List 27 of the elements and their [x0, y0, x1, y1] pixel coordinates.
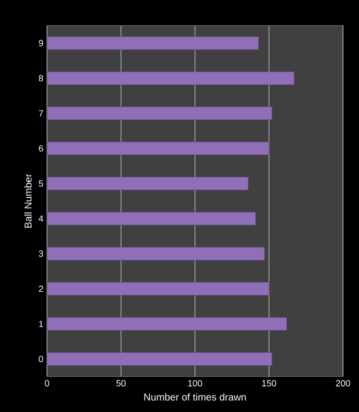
y-axis-title: Ball Number — [24, 174, 32, 228]
bar — [47, 142, 270, 156]
bar — [47, 282, 270, 296]
bar — [47, 317, 287, 331]
y-tick-label: 5 — [38, 180, 44, 187]
x-axis-title: Number of times drawn — [144, 393, 246, 401]
bar — [47, 106, 272, 120]
y-tick-label: 9 — [38, 40, 44, 46]
x-tick-label: 50 — [116, 380, 126, 386]
bar — [47, 72, 294, 85]
x-tick-label: 200 — [336, 380, 350, 386]
y-tick-label: 8 — [38, 75, 44, 82]
bar — [47, 352, 272, 366]
bar — [47, 247, 265, 260]
bar — [47, 36, 259, 50]
y-tick-label: 0 — [38, 356, 44, 362]
y-tick-label: 7 — [38, 110, 44, 116]
y-tick-label: 4 — [38, 216, 44, 222]
x-tick-label: 150 — [262, 380, 276, 386]
y-tick-label: 2 — [38, 286, 44, 292]
x-tick-label: 100 — [188, 380, 202, 386]
x-tick-label: 0 — [44, 380, 50, 386]
y-tick-label: 3 — [38, 250, 44, 257]
y-tick-label: 6 — [38, 145, 44, 152]
bar — [47, 176, 248, 190]
bar — [47, 212, 256, 226]
y-tick-label: 1 — [39, 320, 44, 327]
